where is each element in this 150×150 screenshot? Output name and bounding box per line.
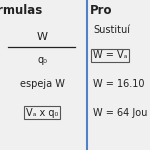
Text: W = 16.10: W = 16.10 [93,79,144,89]
Text: W = Vₐ: W = Vₐ [93,51,127,60]
Text: W: W [36,33,48,42]
Text: q₀: q₀ [37,55,47,65]
Text: espeja W: espeja W [20,79,64,89]
Text: Vₐ x q₀: Vₐ x q₀ [26,108,58,117]
Text: Sustituí: Sustituí [93,25,130,35]
Text: Pro: Pro [90,4,112,17]
Text: W = 64 Jou: W = 64 Jou [93,108,147,117]
Text: rmulas: rmulas [0,4,42,17]
